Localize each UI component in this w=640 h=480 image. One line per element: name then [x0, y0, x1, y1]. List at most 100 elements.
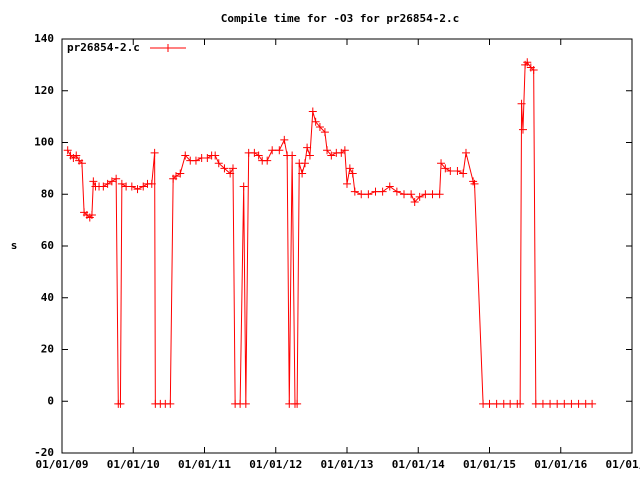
point: [214, 159, 223, 168]
point: [298, 169, 307, 178]
chart-title: Compile time for -O3 for pr26854-2.c: [221, 12, 459, 25]
x-tick-label: 01/01/10: [107, 458, 160, 471]
point: [529, 66, 538, 75]
y-tick-label: -20: [34, 446, 54, 459]
point: [87, 210, 96, 219]
point: [410, 198, 419, 207]
point: [343, 179, 351, 188]
y-tick-label: 40: [41, 291, 54, 304]
point: [441, 164, 450, 173]
point: [516, 399, 525, 408]
point: [415, 192, 424, 201]
point: [435, 190, 444, 199]
point: [181, 151, 190, 160]
point: [567, 399, 576, 408]
point: [275, 146, 284, 155]
point: [150, 148, 159, 157]
point: [254, 151, 263, 160]
y-tick-label: 0: [47, 394, 54, 407]
point: [538, 399, 547, 408]
point: [133, 185, 142, 194]
point: [385, 182, 394, 191]
point: [320, 128, 329, 137]
point: [446, 166, 455, 175]
y-tick-label: 80: [41, 187, 54, 200]
point: [308, 107, 317, 116]
y-tick-label: 120: [34, 84, 54, 97]
point: [407, 190, 416, 199]
point: [461, 148, 470, 157]
point: [323, 146, 332, 155]
x-tick-label: 01/01/16: [534, 458, 587, 471]
point: [263, 156, 272, 165]
point: [229, 164, 237, 173]
point: [340, 146, 349, 155]
point: [437, 159, 446, 168]
point: [560, 399, 569, 408]
point: [116, 399, 125, 408]
y-tick-label: 140: [34, 32, 54, 45]
point: [459, 169, 468, 178]
point: [345, 164, 354, 173]
point: [453, 166, 462, 175]
x-tick-label: 01/01/13: [321, 458, 374, 471]
y-tick-label: 60: [41, 239, 54, 252]
point: [371, 187, 380, 196]
point: [357, 190, 366, 199]
point: [470, 179, 479, 188]
point: [574, 399, 583, 408]
point: [172, 172, 180, 181]
point: [546, 399, 555, 408]
point: [220, 164, 229, 173]
point: [288, 151, 297, 160]
point: [107, 177, 116, 186]
x-tick-label: 01/01/15: [463, 458, 516, 471]
point: [364, 190, 373, 199]
point: [63, 146, 72, 155]
y-tick-label: 100: [34, 136, 54, 149]
point: [315, 122, 324, 131]
point: [191, 156, 200, 165]
point: [378, 187, 387, 196]
point: [518, 125, 527, 134]
point: [72, 151, 81, 160]
x-tick-label: 01/01/11: [178, 458, 231, 471]
y-axis-label: s: [11, 239, 18, 252]
point: [492, 399, 501, 408]
point: [241, 399, 250, 408]
point: [239, 182, 248, 191]
point: [506, 399, 515, 408]
x-tick-label: 01/01/09: [36, 458, 89, 471]
point: [139, 182, 148, 191]
point: [428, 190, 437, 199]
point: [211, 151, 220, 160]
point: [327, 151, 336, 160]
legend-swatch: [150, 44, 186, 52]
point: [523, 58, 532, 67]
point: [147, 179, 156, 188]
point: [300, 159, 309, 168]
y-tick-label: 20: [41, 343, 54, 356]
point: [303, 143, 312, 152]
point: [392, 187, 401, 196]
point: [268, 146, 277, 155]
point: [348, 169, 357, 178]
point: [311, 117, 320, 126]
point: [531, 399, 540, 408]
point: [117, 179, 126, 188]
x-tick-label: 01/01/12: [249, 458, 302, 471]
x-tick-label: 01/01/14: [392, 458, 445, 471]
point: [99, 182, 108, 191]
point: [203, 154, 212, 163]
point: [553, 399, 562, 408]
point: [103, 179, 112, 188]
point: [250, 148, 259, 157]
point: [77, 159, 86, 168]
point: [421, 190, 430, 199]
point: [112, 174, 121, 183]
point: [166, 399, 175, 408]
point: [176, 169, 185, 178]
point: [127, 182, 136, 191]
